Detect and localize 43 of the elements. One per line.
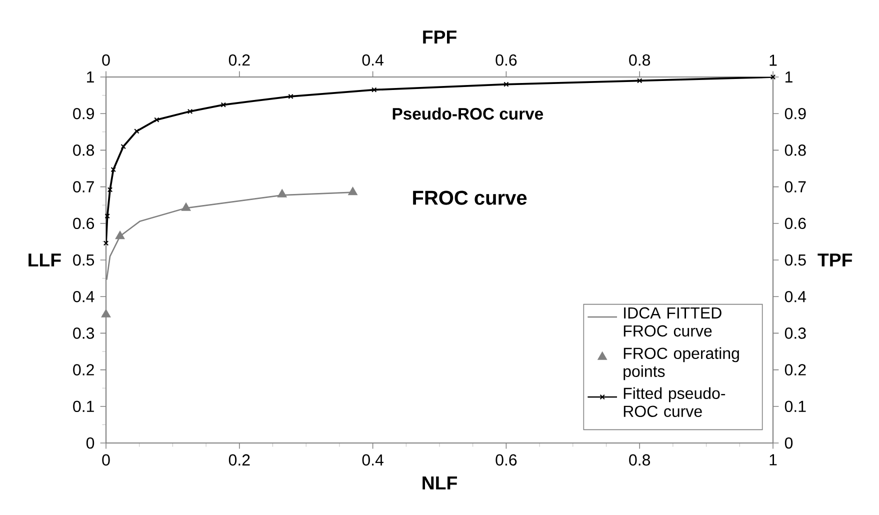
y2-tick-label: 0.4 xyxy=(784,290,806,302)
y2-tick-label: 0.8 xyxy=(784,144,806,156)
x2-tick-label: 0.6 xyxy=(496,454,517,466)
x-tick-label: 0.4 xyxy=(362,54,384,66)
y-tick-label: 0 xyxy=(86,437,94,449)
y-tick-label: 0.8 xyxy=(73,144,94,156)
y2-axis-title: TPF xyxy=(818,254,852,266)
legend-label: FROC operating points xyxy=(624,347,739,380)
legend-label: Fitted pseudo-ROC curve xyxy=(624,387,726,418)
y-tick-label: 0.6 xyxy=(73,218,94,230)
x-tick-label: 1 xyxy=(770,54,777,66)
x-tick-label: 0.2 xyxy=(228,54,250,66)
y2-tick-label: 0.9 xyxy=(784,108,806,120)
y-axis-title: LLF xyxy=(28,254,61,266)
x-tick-label: 0 xyxy=(102,54,110,66)
y-tick-label: 1 xyxy=(87,72,94,83)
x2-tick-label: 0.4 xyxy=(362,454,384,466)
x2-tick-label: 0.2 xyxy=(228,454,250,466)
y2-tick-label: 0 xyxy=(784,437,793,449)
x-tick-label: 0.8 xyxy=(629,54,650,66)
x-axis-title: NLF xyxy=(422,476,457,490)
annotation: Pseudo-ROC curve xyxy=(392,107,544,120)
y2-tick-label: 0.6 xyxy=(784,218,806,230)
x2-axis-title: FPF xyxy=(423,30,456,44)
y2-tick-label: 0.5 xyxy=(784,254,806,266)
y2-tick-label: 0.7 xyxy=(784,181,806,192)
y2-tick-label: 0.1 xyxy=(784,400,806,412)
y-tick-label: 0.3 xyxy=(73,328,94,339)
y2-tick-label: 0.3 xyxy=(784,328,806,339)
y-tick-label: 0.2 xyxy=(73,364,94,376)
y-tick-label: 0.4 xyxy=(73,290,94,302)
annotation: FROC curve xyxy=(413,190,527,205)
y-tick-label: 0.1 xyxy=(73,400,94,412)
y2-tick-label: 0.2 xyxy=(784,364,806,376)
x2-tick-label: 1 xyxy=(770,454,777,466)
x2-tick-label: 0.8 xyxy=(629,454,650,466)
x-tick-label: 0.6 xyxy=(496,54,517,66)
x2-tick-label: 0 xyxy=(102,454,110,466)
y2-tick-label: 1 xyxy=(786,72,792,82)
y-tick-label: 0.5 xyxy=(73,254,94,266)
legend-label: IDCA FITTED FROC curve xyxy=(624,307,722,337)
y-tick-label: 0.7 xyxy=(73,181,94,192)
y-tick-label: 0.9 xyxy=(73,108,94,120)
